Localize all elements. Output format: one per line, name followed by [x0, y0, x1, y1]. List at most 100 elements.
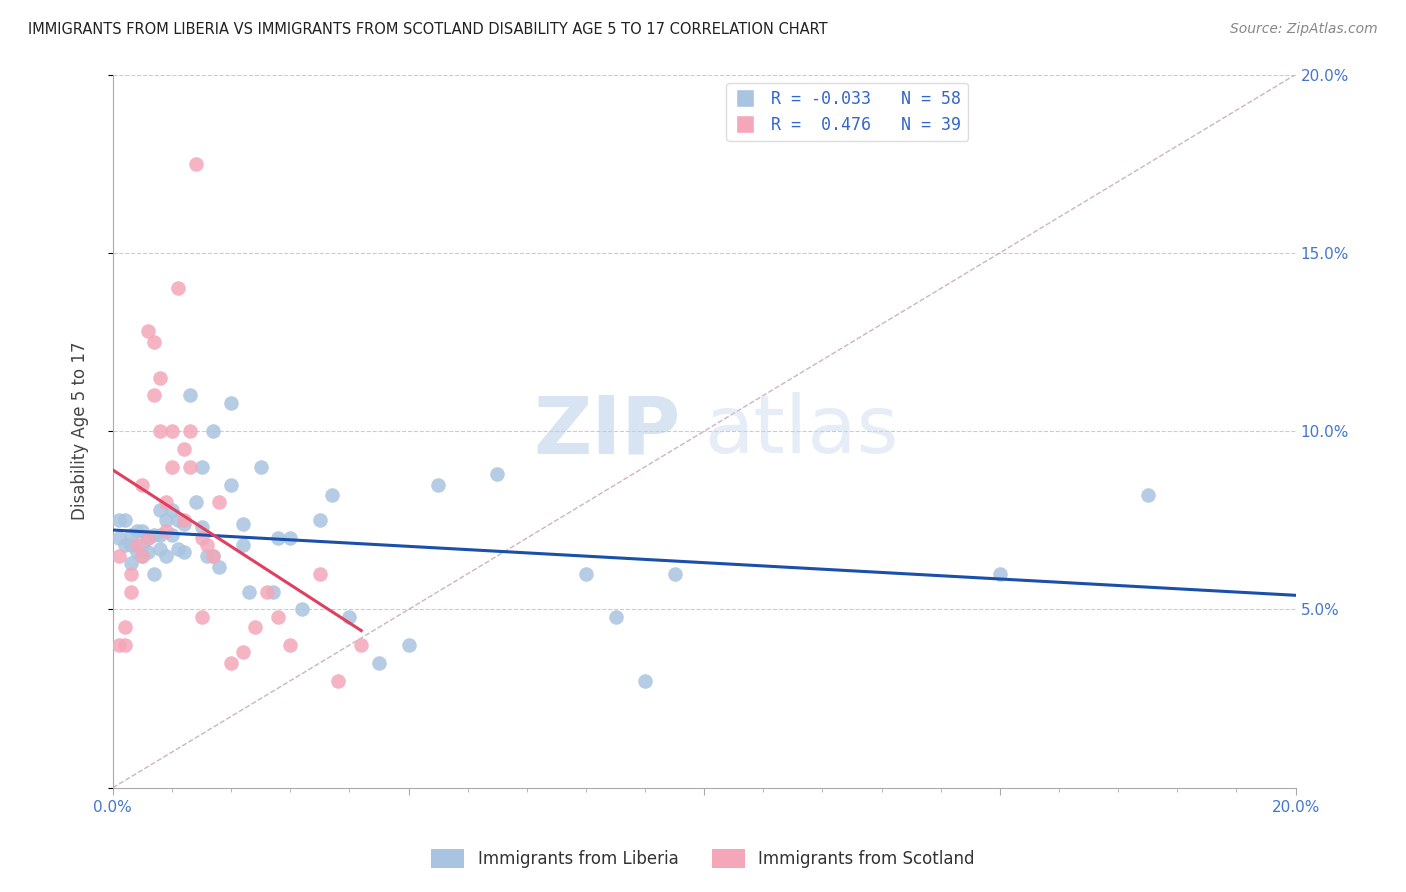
Point	[149, 541, 172, 556]
Point	[190, 531, 212, 545]
Point	[398, 638, 420, 652]
Point	[120, 556, 142, 570]
Point	[155, 524, 177, 538]
Point	[173, 513, 195, 527]
Point	[125, 524, 148, 538]
Point	[190, 609, 212, 624]
Point	[131, 477, 153, 491]
Point	[232, 516, 254, 531]
Point	[308, 566, 330, 581]
Point	[131, 549, 153, 563]
Y-axis label: Disability Age 5 to 17: Disability Age 5 to 17	[72, 342, 89, 520]
Legend: R = -0.033   N = 58, R =  0.476   N = 39: R = -0.033 N = 58, R = 0.476 N = 39	[727, 83, 967, 141]
Point	[167, 513, 190, 527]
Point	[120, 584, 142, 599]
Point	[160, 459, 183, 474]
Point	[605, 609, 627, 624]
Point	[197, 549, 219, 563]
Point	[138, 545, 160, 559]
Point	[143, 566, 166, 581]
Point	[179, 424, 201, 438]
Point	[219, 477, 242, 491]
Point	[219, 656, 242, 670]
Point	[202, 549, 225, 563]
Point	[278, 638, 301, 652]
Point	[179, 459, 201, 474]
Point	[321, 488, 343, 502]
Point	[243, 620, 266, 634]
Point	[149, 502, 172, 516]
Point	[138, 531, 160, 545]
Point	[427, 477, 450, 491]
Point	[575, 566, 598, 581]
Point	[988, 566, 1011, 581]
Legend: Immigrants from Liberia, Immigrants from Scotland: Immigrants from Liberia, Immigrants from…	[425, 842, 981, 875]
Point	[107, 531, 129, 545]
Point	[149, 370, 172, 384]
Point	[120, 527, 142, 541]
Point	[219, 395, 242, 409]
Point	[190, 520, 212, 534]
Point	[138, 324, 160, 338]
Point	[160, 527, 183, 541]
Point	[155, 549, 177, 563]
Point	[197, 538, 219, 552]
Point	[160, 424, 183, 438]
Point	[256, 584, 278, 599]
Point	[202, 424, 225, 438]
Point	[107, 638, 129, 652]
Point	[143, 334, 166, 349]
Point	[155, 513, 177, 527]
Point	[267, 531, 290, 545]
Point	[149, 527, 172, 541]
Point	[238, 584, 260, 599]
Point	[262, 584, 284, 599]
Point	[173, 545, 195, 559]
Point	[208, 559, 231, 574]
Point	[208, 495, 231, 509]
Text: IMMIGRANTS FROM LIBERIA VS IMMIGRANTS FROM SCOTLAND DISABILITY AGE 5 TO 17 CORRE: IMMIGRANTS FROM LIBERIA VS IMMIGRANTS FR…	[28, 22, 828, 37]
Point	[131, 538, 153, 552]
Point	[167, 541, 190, 556]
Point	[149, 424, 172, 438]
Point	[114, 620, 136, 634]
Point	[190, 459, 212, 474]
Point	[107, 549, 129, 563]
Point	[184, 495, 207, 509]
Point	[173, 442, 195, 456]
Point	[173, 516, 195, 531]
Text: ZIP: ZIP	[533, 392, 681, 470]
Point	[291, 602, 314, 616]
Point	[278, 531, 301, 545]
Point	[143, 388, 166, 402]
Point	[326, 673, 349, 688]
Point	[107, 513, 129, 527]
Point	[125, 545, 148, 559]
Point	[138, 531, 160, 545]
Point	[160, 502, 183, 516]
Point	[120, 538, 142, 552]
Point	[125, 538, 148, 552]
Point	[120, 566, 142, 581]
Point	[114, 513, 136, 527]
Point	[249, 459, 271, 474]
Point	[131, 549, 153, 563]
Point	[143, 527, 166, 541]
Point	[350, 638, 373, 652]
Point	[184, 156, 207, 170]
Point	[114, 638, 136, 652]
Point	[232, 645, 254, 659]
Point	[267, 609, 290, 624]
Point	[308, 513, 330, 527]
Point	[1136, 488, 1159, 502]
Point	[202, 549, 225, 563]
Point	[664, 566, 686, 581]
Point	[167, 281, 190, 295]
Text: atlas: atlas	[704, 392, 898, 470]
Text: Source: ZipAtlas.com: Source: ZipAtlas.com	[1230, 22, 1378, 37]
Point	[232, 538, 254, 552]
Point	[339, 609, 361, 624]
Point	[131, 524, 153, 538]
Point	[114, 538, 136, 552]
Point	[179, 388, 201, 402]
